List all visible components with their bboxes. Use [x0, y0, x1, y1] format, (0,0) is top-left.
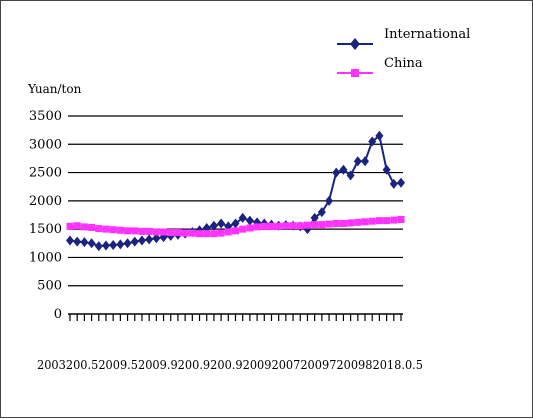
data-point-international — [389, 178, 398, 189]
data-point-china — [138, 227, 146, 235]
data-point-international — [231, 218, 240, 229]
data-point-china — [102, 225, 110, 233]
y-axis-unit-label: Yuan/ton — [27, 82, 82, 96]
data-point-china — [152, 228, 160, 236]
legend-international-label: International — [384, 27, 470, 42]
data-point-china — [203, 230, 211, 238]
data-point-china — [368, 217, 376, 225]
legend-china-label: China — [384, 56, 423, 71]
data-point-china — [88, 223, 96, 231]
data-point-international — [361, 156, 370, 167]
data-point-china — [318, 221, 326, 229]
data-point-international — [66, 235, 74, 246]
data-point-international — [382, 164, 391, 175]
y-tick-label-2500: 2500 — [29, 166, 62, 181]
data-point-international — [130, 236, 139, 247]
data-point-china — [80, 223, 88, 231]
data-point-international — [87, 238, 96, 249]
data-point-china — [196, 230, 204, 238]
data-point-china — [145, 227, 153, 235]
data-point-international — [217, 218, 226, 229]
data-point-international — [80, 237, 89, 248]
data-point-china — [160, 228, 168, 236]
data-point-international — [332, 167, 341, 178]
data-point-international — [145, 234, 154, 245]
data-point-china — [383, 217, 391, 225]
data-point-international — [137, 235, 146, 246]
y-tick-label-0: 0 — [54, 307, 62, 322]
data-point-china — [361, 218, 369, 226]
data-point-international — [353, 156, 362, 167]
y-tick-label-1000: 1000 — [29, 250, 62, 265]
data-point-china — [275, 222, 283, 230]
data-point-china — [95, 225, 103, 233]
legend-china-marker — [351, 69, 359, 77]
data-point-china — [239, 225, 247, 233]
y-tick-label-1500: 1500 — [29, 222, 62, 237]
data-point-international — [317, 207, 326, 218]
data-point-china — [116, 226, 124, 234]
data-point-china — [339, 219, 347, 227]
data-point-china — [282, 222, 290, 230]
data-point-international — [245, 215, 254, 226]
axis-layer: 3500 3000 2500 2000 1500 1000 500 0 — [29, 109, 403, 322]
data-point-international — [73, 236, 82, 247]
data-point-china — [289, 222, 297, 230]
data-point-china — [397, 216, 405, 224]
data-point-china — [296, 222, 304, 230]
data-point-international — [152, 233, 161, 244]
data-point-international — [116, 239, 125, 250]
data-point-international — [238, 212, 247, 223]
data-point-china — [246, 224, 254, 232]
data-point-international — [109, 239, 118, 250]
data-point-china — [260, 222, 268, 230]
data-point-china — [124, 227, 132, 235]
data-point-china — [224, 228, 232, 236]
series-layer — [66, 130, 405, 252]
data-point-china — [66, 222, 74, 230]
y-tick-label-500: 500 — [37, 279, 62, 294]
data-point-china — [303, 221, 311, 229]
data-point-china — [347, 219, 355, 227]
y-tick-label-3000: 3000 — [29, 137, 62, 152]
data-point-china — [325, 220, 333, 228]
data-point-international — [346, 170, 355, 181]
y-tick-label-2000: 2000 — [29, 194, 62, 209]
data-point-china — [390, 216, 398, 224]
data-point-international — [368, 136, 377, 147]
legend-international-marker — [350, 38, 360, 50]
grid-layer — [68, 115, 403, 287]
data-point-china — [253, 223, 261, 231]
data-point-china — [332, 219, 340, 227]
data-point-china — [181, 229, 189, 237]
data-point-international — [375, 130, 384, 141]
data-point-international — [94, 241, 103, 252]
data-point-china — [109, 226, 117, 234]
data-point-china — [232, 227, 239, 235]
data-point-international — [123, 238, 132, 249]
legend: International China — [337, 27, 470, 77]
data-point-china — [210, 230, 218, 238]
data-point-international — [310, 212, 319, 223]
data-point-china — [311, 221, 319, 229]
y-tick-label-3500: 3500 — [29, 109, 62, 124]
x-axis-date-labels: 2003200.52009.52009.9200.9200.9200920072… — [37, 358, 423, 372]
data-point-china — [131, 227, 139, 235]
data-point-international — [339, 164, 348, 175]
data-point-china — [354, 218, 362, 226]
data-point-china — [73, 222, 81, 230]
data-point-china — [167, 229, 175, 237]
data-point-china — [375, 217, 383, 225]
data-point-china — [174, 229, 182, 237]
data-point-international — [397, 177, 405, 188]
data-point-china — [217, 229, 225, 237]
data-point-international — [325, 195, 334, 206]
data-point-china — [267, 222, 275, 230]
data-point-international — [101, 240, 110, 251]
data-point-international — [209, 220, 218, 231]
data-point-china — [188, 229, 196, 237]
